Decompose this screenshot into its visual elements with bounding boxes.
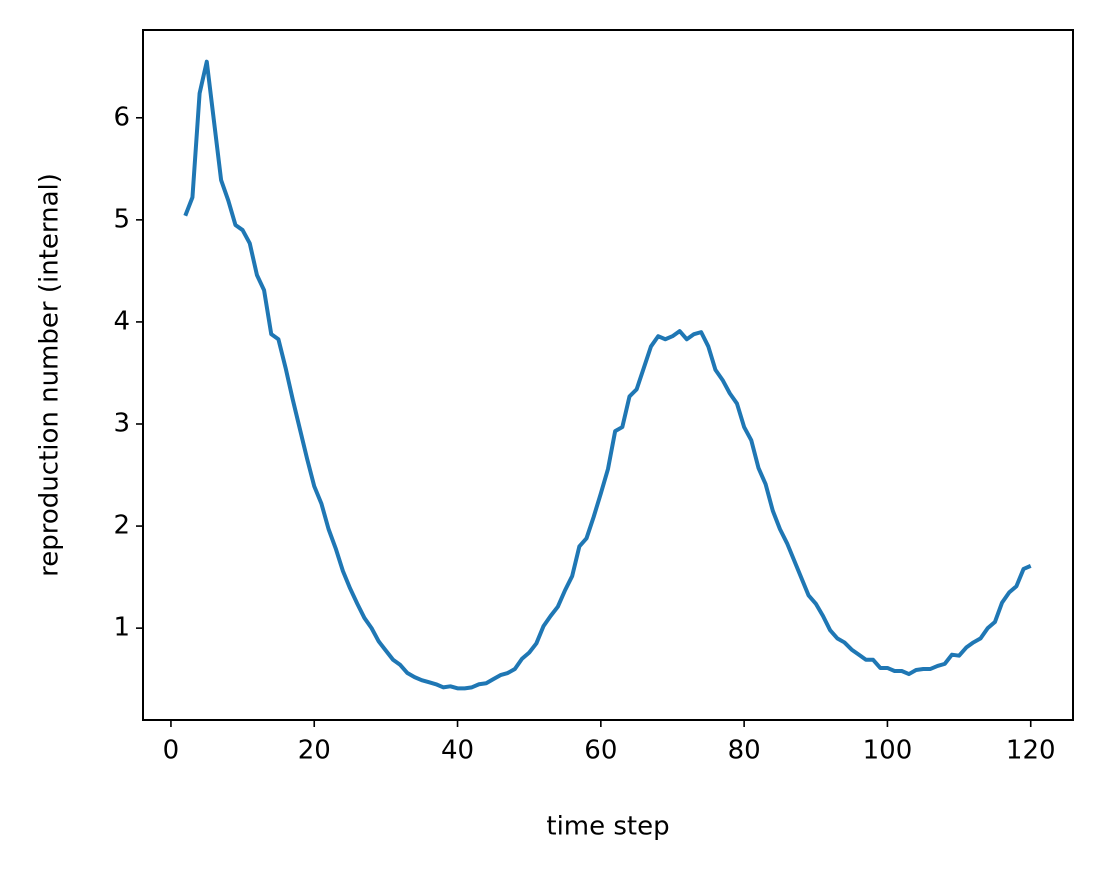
y-tick-label: 1 [113,613,130,643]
x-tick-label: 20 [298,736,331,766]
y-axis-label: reproduction number (internal) [35,173,65,577]
line [183,59,1032,691]
y-tick-label: 2 [113,511,130,541]
x-tick-label: 80 [728,736,761,766]
x-tick-label: 0 [163,736,180,766]
y-tick-label: 6 [113,102,130,132]
y-tick-label: 4 [113,306,130,336]
y-tick-label: 5 [113,204,130,234]
x-tick-label: 40 [441,736,474,766]
x-tick-label: 120 [1006,736,1056,766]
plot-frame [142,29,1074,721]
x-axis-label: time step [546,812,669,842]
x-tick-label: 100 [863,736,913,766]
y-tick-label: 3 [113,408,130,438]
x-tick-label: 60 [584,736,617,766]
